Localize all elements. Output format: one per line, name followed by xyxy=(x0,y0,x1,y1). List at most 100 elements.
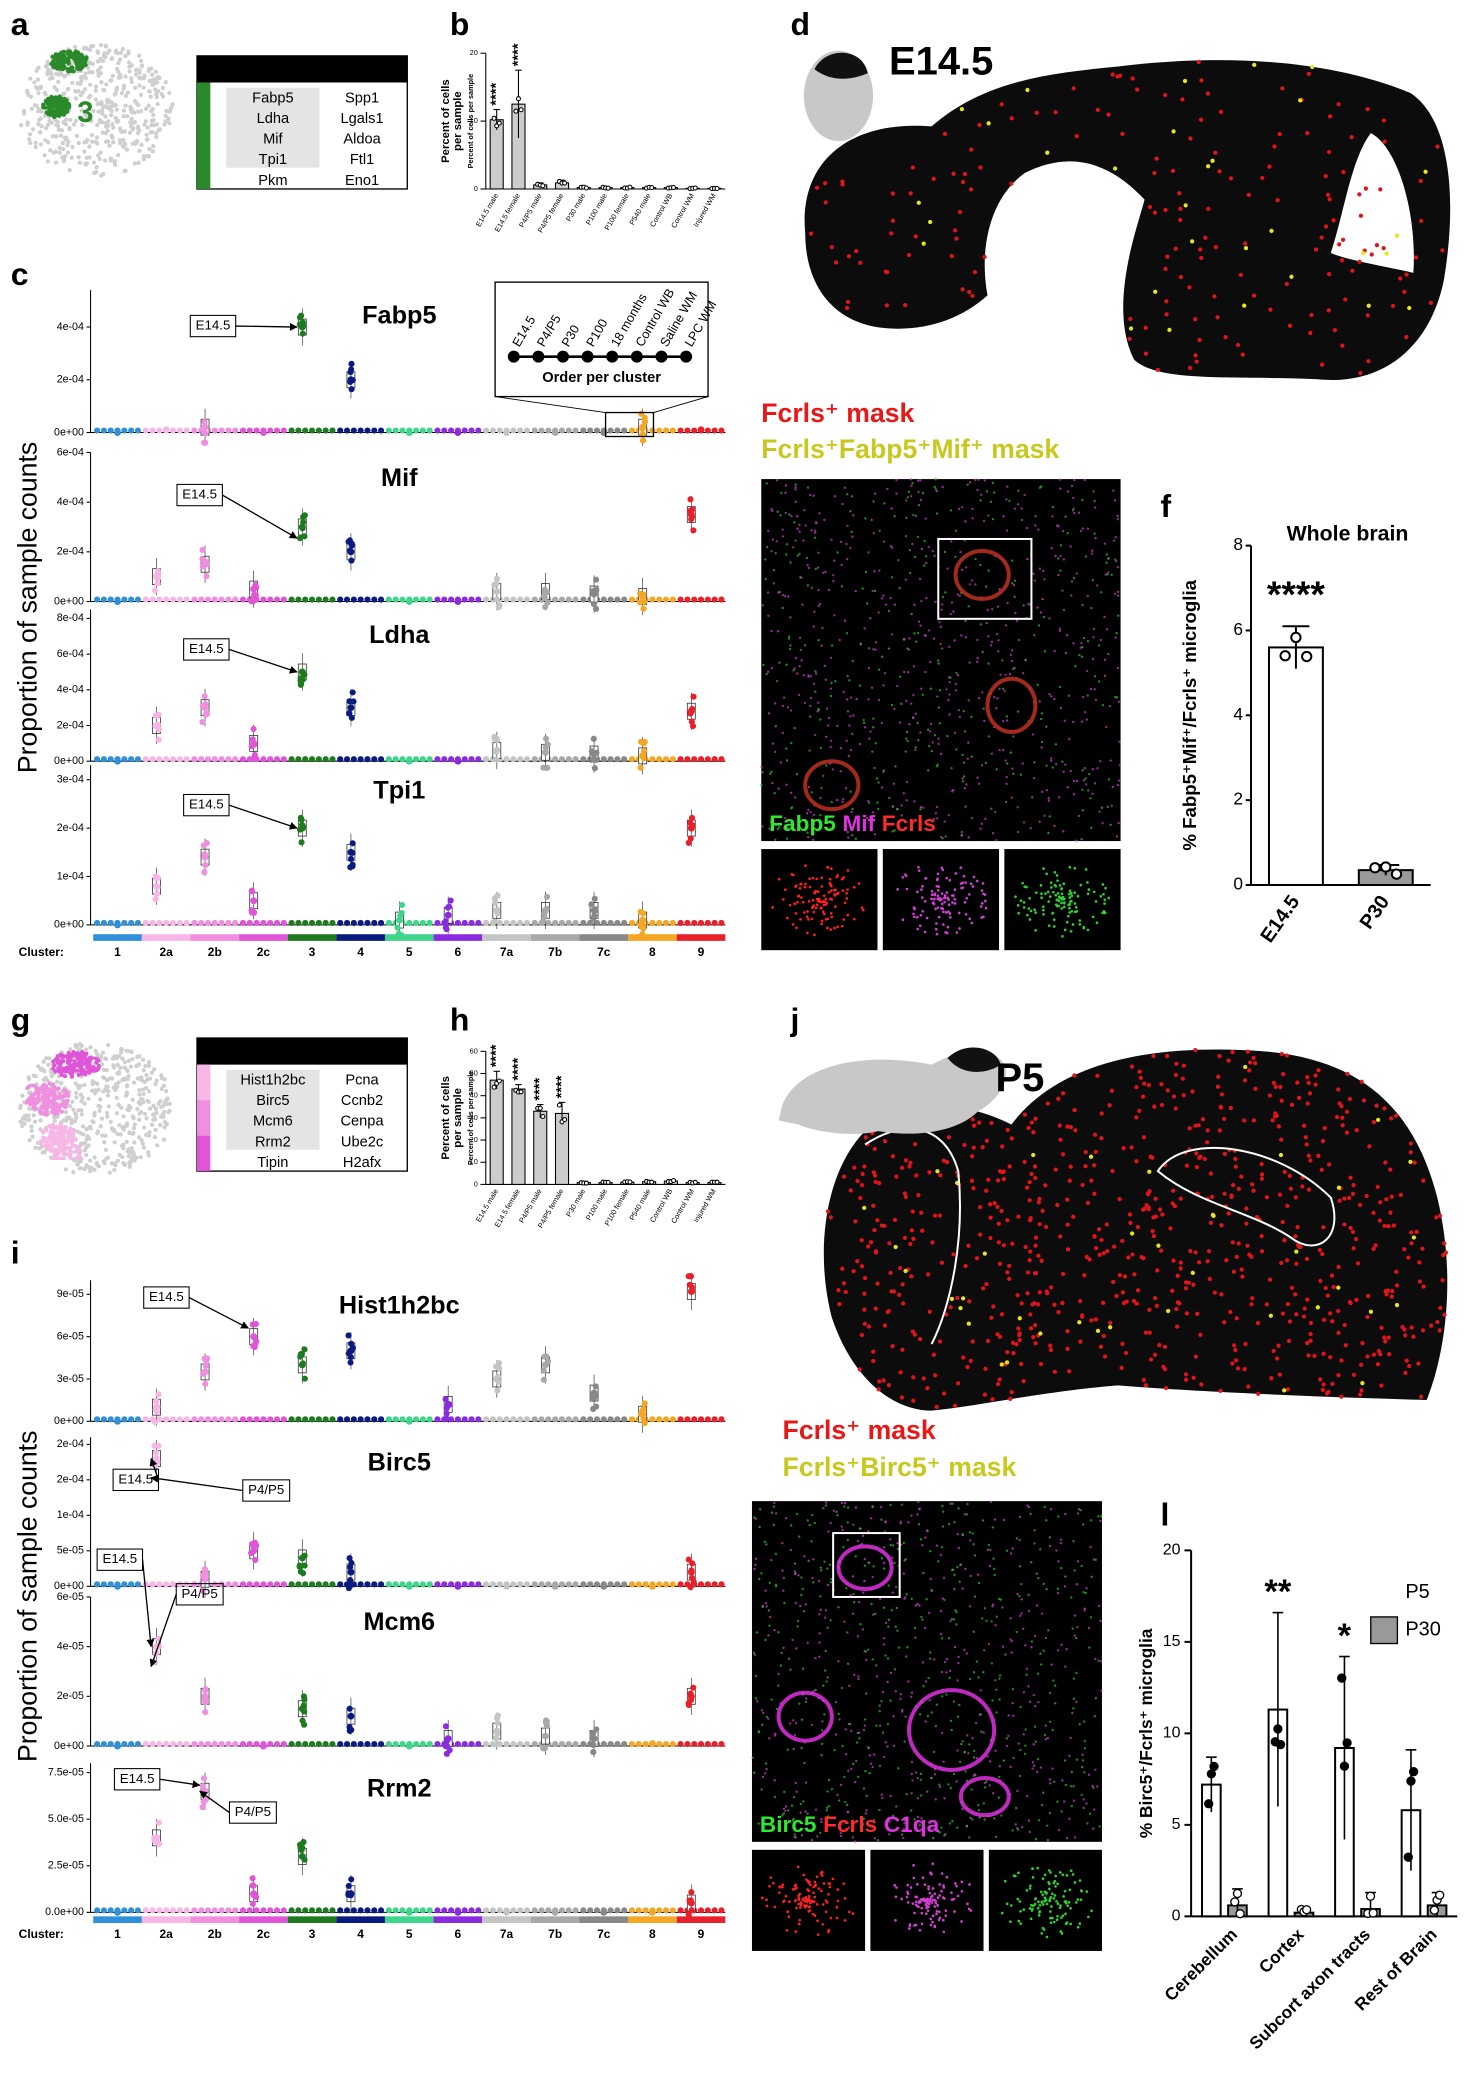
significance: * xyxy=(1338,1617,1352,1655)
umap-point xyxy=(92,1110,97,1116)
fcrls-cell xyxy=(1092,1132,1098,1137)
annotation-label: E14.5 xyxy=(189,797,224,812)
baseline-point xyxy=(267,596,274,603)
baseline-point xyxy=(711,756,718,763)
fcrls-cell xyxy=(1060,1091,1066,1096)
sample-point xyxy=(203,710,211,717)
sample-point xyxy=(1235,1909,1245,1919)
baseline-point xyxy=(684,756,691,763)
fcrls-cell xyxy=(1304,1142,1309,1147)
puncta xyxy=(871,750,874,753)
puncta xyxy=(957,507,961,511)
puncta xyxy=(914,746,917,749)
fcrls-cell xyxy=(1016,1326,1021,1331)
puncta xyxy=(970,755,973,758)
fcrls-cell xyxy=(881,1378,886,1383)
fcrls-cell xyxy=(852,1165,857,1170)
baseline-point xyxy=(656,756,663,763)
umap-point xyxy=(30,127,36,132)
fcrls-cell xyxy=(1382,1223,1387,1229)
puncta xyxy=(872,717,875,720)
fcrls-cell xyxy=(1306,1153,1311,1158)
puncta xyxy=(770,666,774,670)
annotation-label: E14.5 xyxy=(182,487,217,502)
stage-label: E14.5 xyxy=(889,39,993,83)
sample-point xyxy=(442,918,449,925)
baseline-point xyxy=(337,1416,344,1423)
baseline-point xyxy=(593,1907,601,1914)
puncta xyxy=(821,774,825,778)
fcrls-cell xyxy=(988,1235,993,1241)
sample-point xyxy=(1337,1673,1347,1683)
baseline-point xyxy=(441,756,448,763)
umap-point xyxy=(108,78,113,83)
puncta xyxy=(855,697,858,701)
baseline-point xyxy=(426,1416,433,1423)
baseline-point xyxy=(385,1740,392,1748)
umap-point xyxy=(103,120,109,126)
baseline-point xyxy=(434,1907,441,1914)
fcrls-cell xyxy=(1203,235,1208,240)
fcrls-cell xyxy=(984,1188,989,1193)
puncta xyxy=(796,554,799,557)
fcrls-cell xyxy=(1045,1291,1050,1296)
baseline-point xyxy=(329,1416,336,1423)
fcrls-cell xyxy=(902,302,908,308)
puncta xyxy=(995,839,998,842)
puncta xyxy=(1101,821,1104,825)
umap-point xyxy=(18,1103,23,1108)
baseline-point xyxy=(107,1581,114,1588)
gene-title: Rrm2 xyxy=(367,1775,432,1803)
baseline-point xyxy=(392,1416,399,1423)
puncta xyxy=(835,798,839,802)
puncta xyxy=(938,689,942,692)
baseline-point xyxy=(302,1740,309,1748)
umap-point xyxy=(153,1127,158,1133)
baseline-point xyxy=(267,427,274,434)
baseline-point xyxy=(149,919,156,926)
umap-point xyxy=(105,1114,110,1119)
puncta xyxy=(873,570,876,573)
umap-point xyxy=(167,1108,172,1114)
cluster-label: 7b xyxy=(548,945,562,959)
umap-point xyxy=(61,146,66,152)
baseline-point xyxy=(211,919,218,926)
fcrls-cell xyxy=(1421,1284,1426,1289)
puncta xyxy=(1003,689,1006,693)
baseline-point xyxy=(322,1740,329,1748)
baseline-point xyxy=(510,1416,517,1423)
baseline-point xyxy=(704,1581,711,1588)
fcrls-cell xyxy=(886,1308,891,1314)
puncta xyxy=(785,553,788,556)
umap-cluster-point xyxy=(55,1125,60,1130)
baseline-point xyxy=(329,919,336,926)
baseline-point xyxy=(295,427,302,434)
fcrls-cell xyxy=(977,122,982,128)
sample-point xyxy=(1403,1852,1413,1862)
baseline-point xyxy=(176,1740,183,1748)
baseline-point xyxy=(225,1581,232,1588)
fcrls-cell xyxy=(1336,1330,1341,1335)
baseline-point xyxy=(225,919,232,926)
umap-cluster-point xyxy=(51,108,56,113)
umap-point xyxy=(149,123,154,128)
baseline-point xyxy=(94,1907,101,1914)
umap-point xyxy=(161,1083,167,1089)
puncta xyxy=(929,660,932,664)
baseline-point xyxy=(94,1740,101,1748)
fcrls-cell xyxy=(1184,1311,1189,1316)
puncta xyxy=(933,485,936,489)
cluster-value xyxy=(250,1547,258,1555)
baseline-point xyxy=(600,596,607,603)
baseline-point xyxy=(552,596,559,603)
fcrls-cell xyxy=(1141,1135,1146,1140)
baseline-point xyxy=(662,596,670,603)
fcrls-cell xyxy=(952,1403,958,1408)
cluster-value xyxy=(298,523,306,531)
baseline-point xyxy=(163,919,170,926)
fcrls-cell xyxy=(1065,1197,1070,1202)
fcrls-cell xyxy=(1351,1372,1357,1377)
double-positive-cell xyxy=(1017,1316,1022,1321)
umap-point xyxy=(46,1062,51,1067)
baseline-point xyxy=(468,1416,475,1423)
